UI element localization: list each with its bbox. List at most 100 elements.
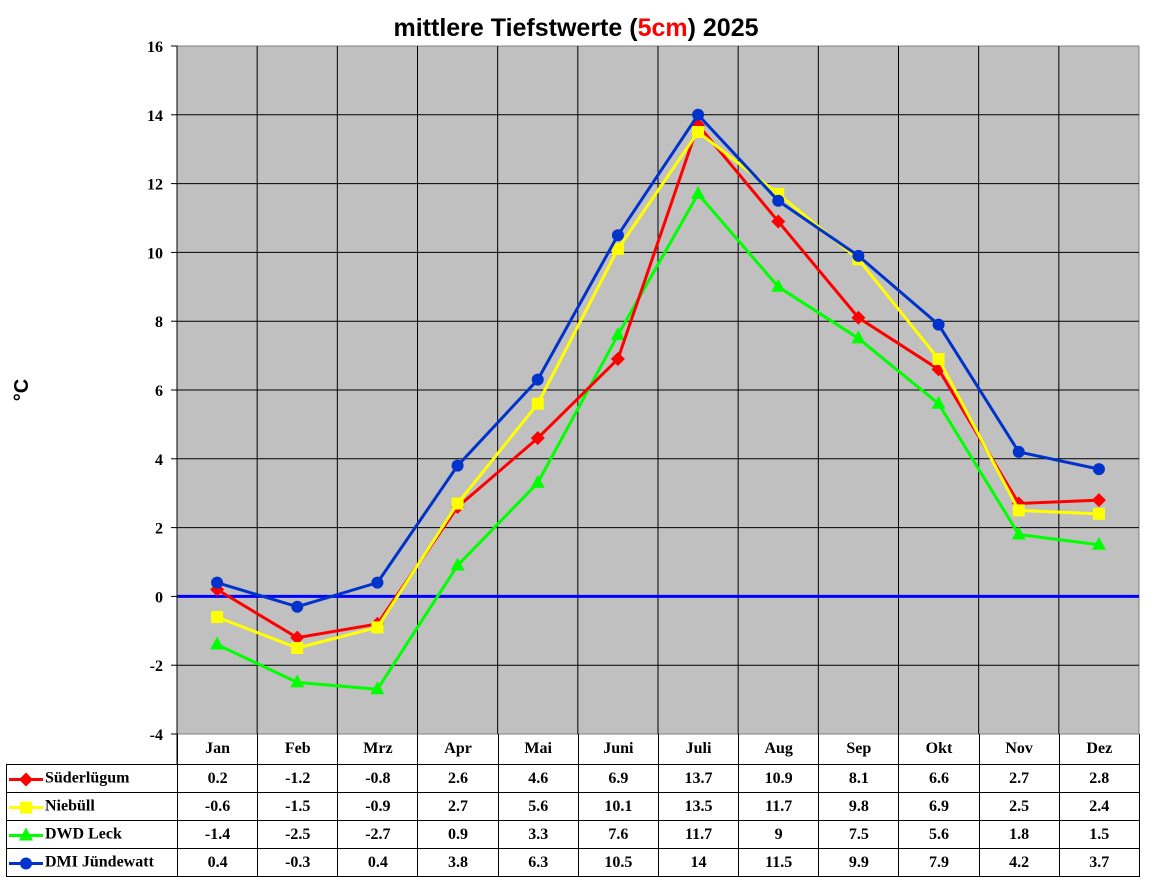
diamond-marker-icon <box>290 630 305 645</box>
circle-marker-icon <box>1092 463 1105 476</box>
value-cell: -0.3 <box>257 848 339 877</box>
month-header: Juli <box>657 734 740 765</box>
gridlines <box>177 46 1139 734</box>
value-cell: 3.3 <box>497 820 579 849</box>
triangle-marker-icon <box>691 185 706 199</box>
value-cell: 2.7 <box>417 792 499 821</box>
y-tick-label: 10 <box>147 245 163 262</box>
triangle-marker-icon <box>1091 536 1106 550</box>
value-cell: 0.9 <box>417 820 499 849</box>
y-axis: -4 -2 0 2 4 6 8 10 12 14 16 <box>147 39 178 764</box>
triangle-marker-icon <box>1011 526 1026 540</box>
value-cell: 7.5 <box>818 820 900 849</box>
value-cell: -2.5 <box>257 820 339 849</box>
square-marker-icon <box>692 126 705 138</box>
value-cell: 11.7 <box>738 792 820 821</box>
month-header-row: Jan Feb Mrz Apr Mai Juni Juli Aug Sep Okt Nov Dez <box>7 734 1140 765</box>
square-legend-icon <box>9 800 43 814</box>
diamond-legend-icon <box>9 772 43 786</box>
value-cell: 3.7 <box>1058 848 1140 877</box>
diamond-marker-icon <box>851 310 866 325</box>
square-marker-icon <box>451 497 464 510</box>
circle-legend-icon <box>9 856 43 870</box>
value-cell: -0.8 <box>337 764 419 793</box>
y-tick-label: 8 <box>155 314 163 331</box>
value-cell: -1.5 <box>257 792 339 821</box>
month-header: Aug <box>738 734 820 765</box>
triangle-legend-icon <box>9 827 43 842</box>
value-cell: 2.8 <box>1058 764 1140 793</box>
value-cell: 6.9 <box>577 764 659 793</box>
month-header: Nov <box>978 734 1060 765</box>
value-cell: 9 <box>738 820 820 849</box>
month-header: Juni <box>577 734 659 765</box>
value-cell: -0.6 <box>176 792 259 821</box>
triangle-marker-icon <box>530 474 545 488</box>
value-cell: -1.2 <box>257 764 339 793</box>
legend-cell: Niebüll <box>6 792 178 821</box>
value-cell: 9.9 <box>818 848 900 877</box>
value-cell: 0.4 <box>176 848 259 877</box>
month-header: Apr <box>417 734 499 765</box>
circle-marker-icon <box>1012 445 1025 458</box>
series-name: DWD Leck <box>45 825 122 843</box>
value-cell: 5.6 <box>497 792 579 821</box>
month-header: Sep <box>818 734 900 765</box>
series-dwd-leck <box>210 185 1106 695</box>
value-cell: 1.5 <box>1058 820 1140 849</box>
title-highlight: 5cm <box>637 14 688 42</box>
triangle-marker-icon <box>931 395 946 409</box>
value-cell: 11.7 <box>657 820 740 849</box>
value-cell: 2.6 <box>417 764 499 793</box>
circle-marker-icon <box>371 576 384 589</box>
table-corner <box>7 734 178 765</box>
value-cell: 14 <box>657 848 740 877</box>
circle-marker-icon <box>211 576 224 589</box>
value-cell: 13.5 <box>657 792 740 821</box>
value-cell: 7.6 <box>577 820 659 849</box>
value-cell: 11.5 <box>738 848 820 877</box>
value-cell: 13.7 <box>657 764 740 793</box>
data-table: Jan Feb Mrz Apr Mai Juni Juli Aug Sep Okt Nov Dez S… <box>6 734 1140 877</box>
value-cell: 10.5 <box>577 848 659 877</box>
square-marker-icon <box>932 353 945 366</box>
value-cell: 6.9 <box>898 792 980 821</box>
diamond-marker-icon <box>19 772 33 786</box>
value-cell: 4.6 <box>497 764 579 793</box>
square-marker-icon <box>211 611 224 624</box>
value-cell: 1.8 <box>978 820 1060 849</box>
circle-marker-icon <box>20 857 32 870</box>
y-tick-label: 0 <box>155 589 163 606</box>
table-row: DMI Jündewatt 0.4 -0.3 0.4 3.8 6.3 10.5 14 11.5 9… <box>6 848 1140 877</box>
table-row: DWD Leck -1.4 -2.5 -2.7 0.9 3.3 7.6 11.7 9 7.5 5.6… <box>6 820 1140 849</box>
month-header: Jan <box>176 734 259 765</box>
value-cell: 10.1 <box>577 792 659 821</box>
triangle-marker-icon <box>610 326 625 340</box>
value-cell: 5.6 <box>898 820 980 849</box>
triangle-marker-icon <box>370 681 385 695</box>
data-series <box>210 108 1106 695</box>
triangle-marker-icon <box>851 330 866 344</box>
diamond-marker-icon <box>771 214 786 229</box>
square-marker-icon <box>611 242 624 255</box>
square-marker-icon <box>291 642 304 654</box>
value-cell: 2.7 <box>978 764 1060 793</box>
table-row: Niebüll -0.6 -1.5 -0.9 2.7 5.6 10.1 13.5 11.7 9.8… <box>6 792 1140 821</box>
value-cell: -1.4 <box>176 820 259 849</box>
y-tick-label: 4 <box>155 452 163 469</box>
value-cell: 6.3 <box>497 848 579 877</box>
y-tick-label: 12 <box>147 177 163 194</box>
square-marker-icon <box>371 621 384 634</box>
series-name: Süderlügum <box>45 769 130 787</box>
circle-marker-icon <box>772 194 785 207</box>
circle-marker-icon <box>291 600 304 613</box>
circle-marker-icon <box>692 108 705 121</box>
value-cell: -2.7 <box>337 820 419 849</box>
circle-marker-icon <box>531 373 544 386</box>
y-tick-label: 16 <box>147 39 163 56</box>
circle-marker-icon <box>852 249 865 262</box>
month-header: Mrz <box>337 734 419 765</box>
series-dmi-j-ndewatt <box>211 108 1105 613</box>
triangle-marker-icon <box>210 636 225 650</box>
